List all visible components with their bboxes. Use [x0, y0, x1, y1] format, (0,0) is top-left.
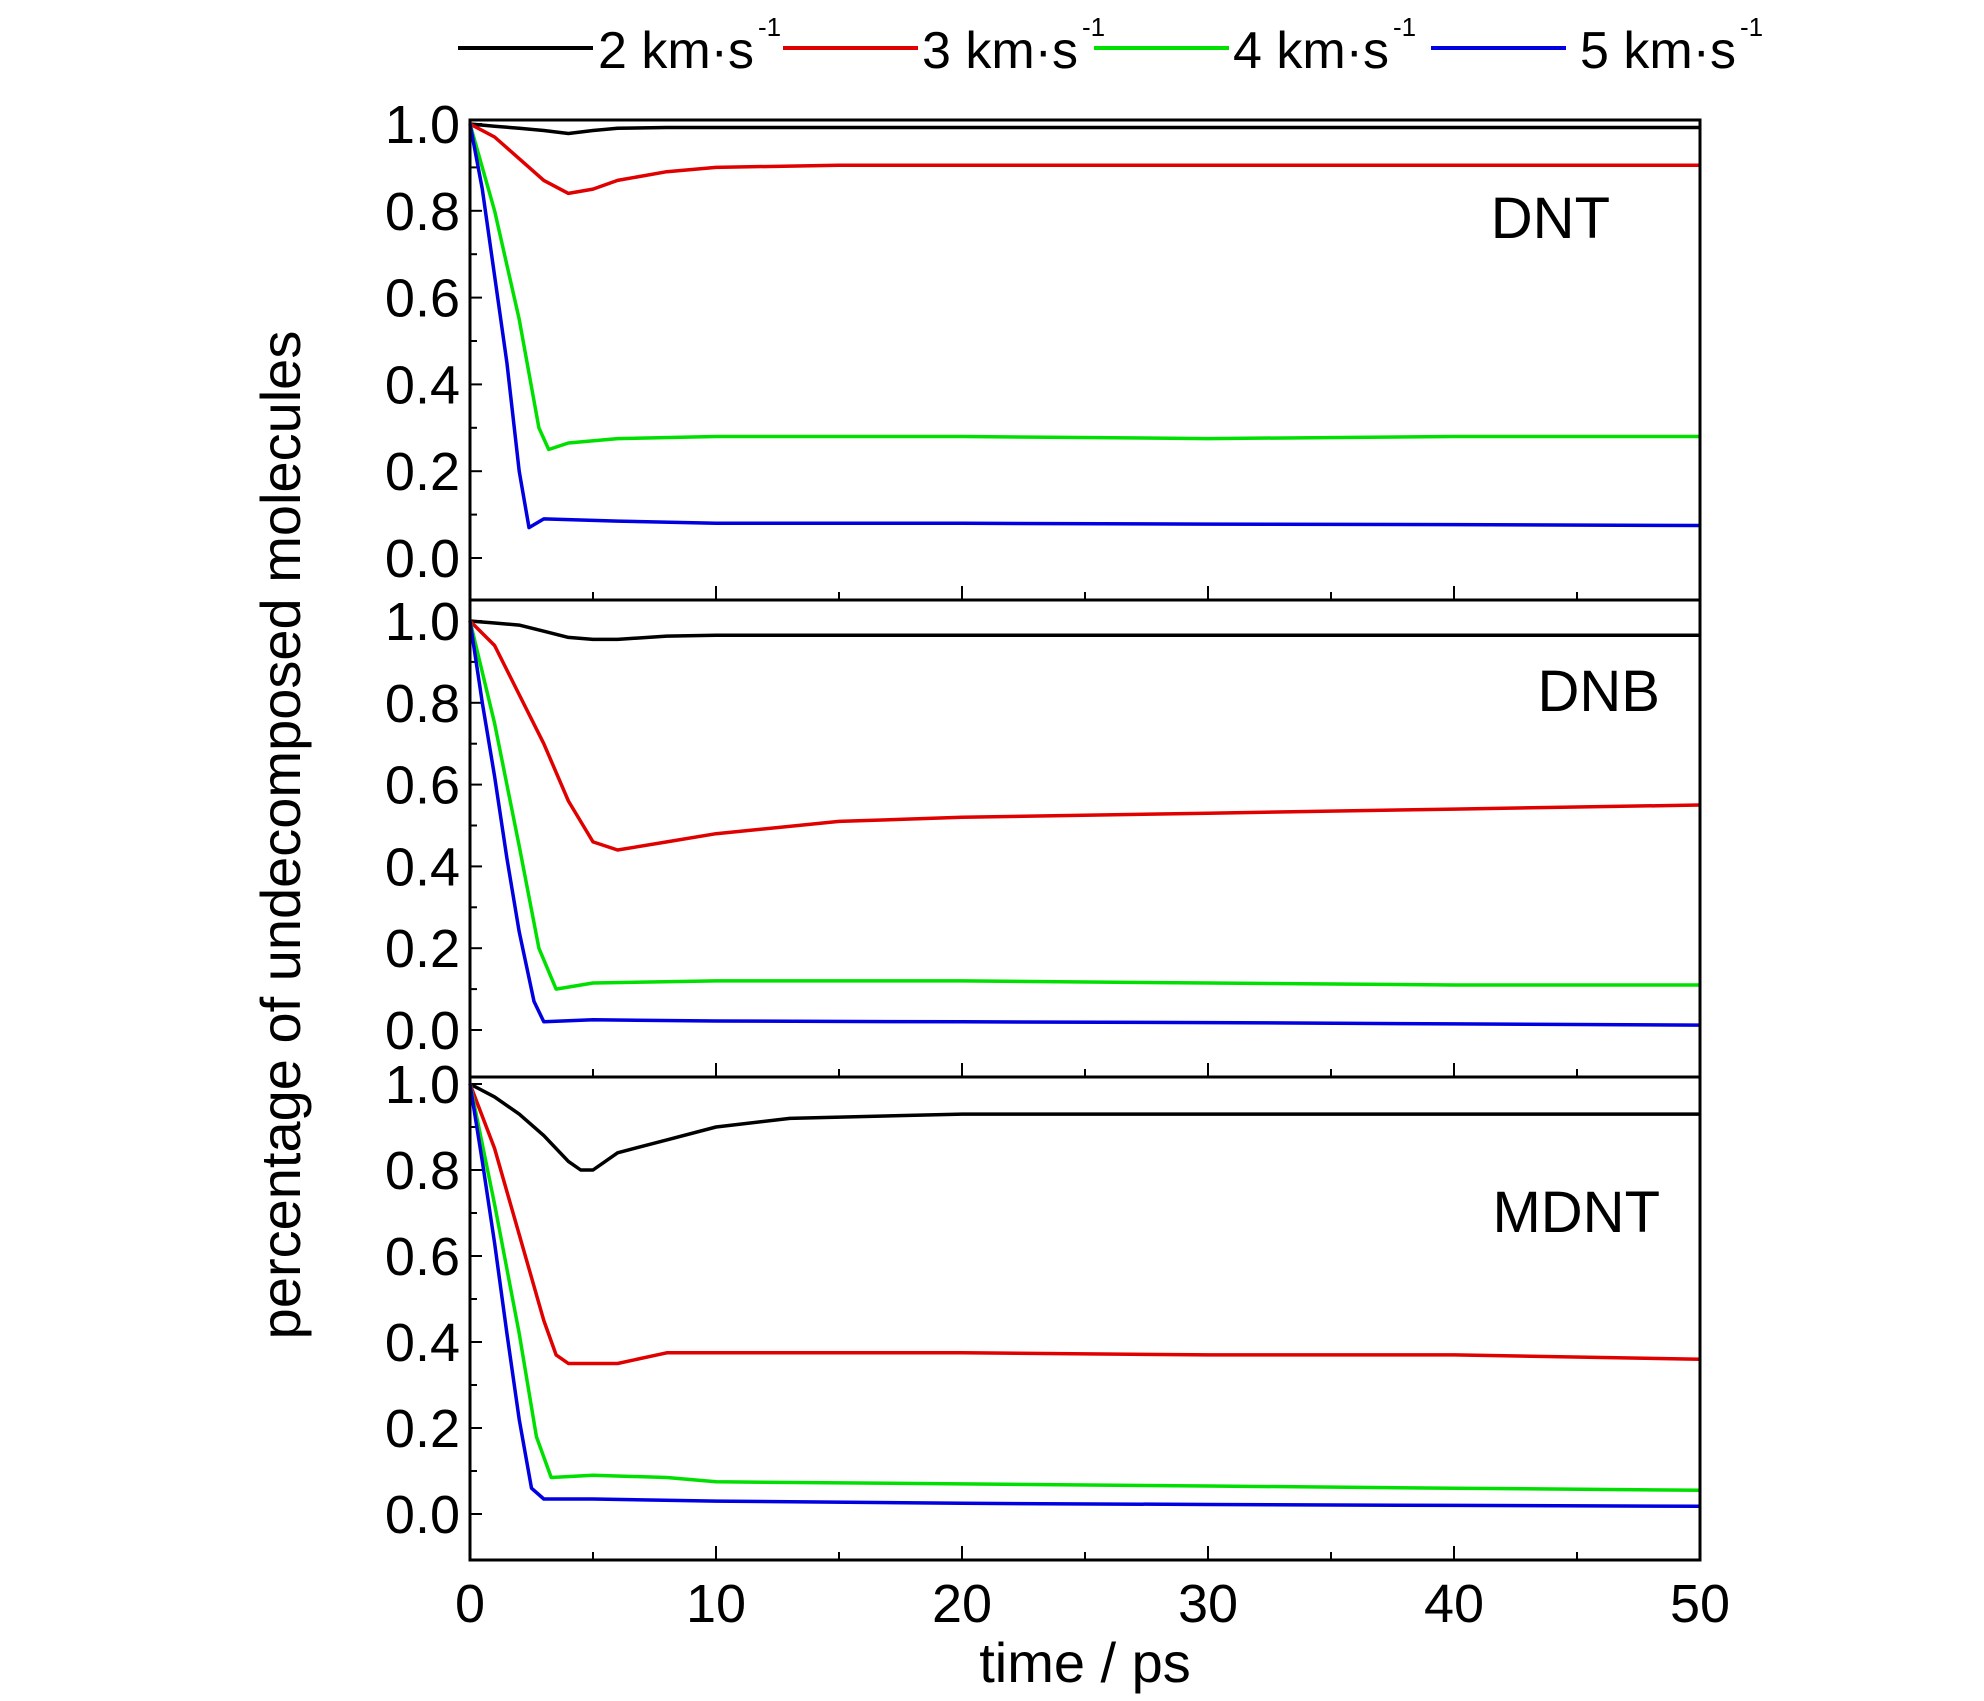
y-tick-label: 0.0: [385, 1001, 460, 1061]
panel-dnb: 0.0 0.2 0.4 0.6 0.8 1.0 DNB: [385, 592, 1701, 1077]
x-axis-title: time / ps: [979, 1631, 1191, 1694]
y-tick-label: 0.6: [385, 269, 460, 329]
panel-label: MDNT: [1492, 1180, 1660, 1245]
series-line: [468, 620, 1700, 991]
chart-panels: 0.0 0.2 0.4 0.6 0.8 1.0 DNT 0.0 0.2 0.4 0.6 0.8 1.0 D…: [385, 95, 1730, 1634]
series-line: [468, 1083, 1701, 1366]
y-tick-label: 0.6: [385, 1227, 460, 1287]
series-line: [468, 619, 1701, 852]
y-tick-label: 0.4: [385, 355, 460, 415]
y-tick-label: 0.4: [385, 837, 460, 897]
panel-dnt: 0.0 0.2 0.4 0.6 0.8 1.0 DNT: [385, 95, 1701, 600]
y-tick-label: 1.0: [385, 1055, 460, 1115]
y-tick-label: 0.0: [385, 1485, 460, 1545]
series-line: [469, 122, 1700, 196]
x-tick-label: 10: [686, 1574, 746, 1634]
chart-legend: 2 km·s -1 3 km·s -1 4 km·s -1 5 km·s -1: [458, 12, 1763, 80]
x-tick-label: 0: [455, 1574, 485, 1634]
legend-label-superscript: -1: [1393, 12, 1416, 42]
series-line: [468, 123, 1700, 452]
y-tick-label: 1.0: [385, 95, 460, 155]
series-line: [468, 1083, 1701, 1509]
series-line: [468, 1083, 1701, 1493]
x-tick-label: 30: [1178, 1574, 1238, 1634]
x-tick-label: 20: [932, 1574, 992, 1634]
panel-mdnt: 0.0 0.2 0.4 0.6 0.8 1.0 MDNT: [385, 1055, 1701, 1560]
y-axis-title: percentage of undecomposed molecules: [249, 331, 312, 1340]
panel-label: DNB: [1538, 659, 1660, 724]
y-tick-label: 1.0: [385, 592, 460, 652]
legend-label-superscript: -1: [758, 12, 781, 42]
series-line: [469, 619, 1700, 642]
x-tick-label: 50: [1670, 1574, 1730, 1634]
series-line: [468, 620, 1701, 1027]
series-line: [469, 1082, 1700, 1172]
y-tick-label: 0.8: [385, 674, 460, 734]
series-line: [468, 123, 1701, 530]
y-tick-label: 0.2: [385, 919, 460, 979]
legend-label: 3 km·s: [922, 22, 1078, 80]
plot-frame: [468, 118, 1702, 1562]
y-tick-label: 0.6: [385, 756, 460, 816]
series-line: [469, 122, 1700, 136]
legend-label-superscript: -1: [1082, 12, 1105, 42]
y-tick-label: 0.2: [385, 442, 460, 502]
y-tick-label: 0.0: [385, 529, 460, 589]
y-tick-label: 0.8: [385, 1141, 460, 1201]
legend-label: 4 km·s: [1233, 22, 1389, 80]
x-tick-label: 40: [1424, 1574, 1484, 1634]
legend-label-superscript: -1: [1740, 12, 1763, 42]
legend-label: 5 km·s: [1580, 22, 1736, 80]
legend-label: 2 km·s: [598, 22, 754, 80]
y-tick-label: 0.8: [385, 182, 460, 242]
panel-label: DNT: [1491, 186, 1610, 251]
y-tick-label: 0.4: [385, 1313, 460, 1373]
y-tick-label: 0.2: [385, 1399, 460, 1459]
